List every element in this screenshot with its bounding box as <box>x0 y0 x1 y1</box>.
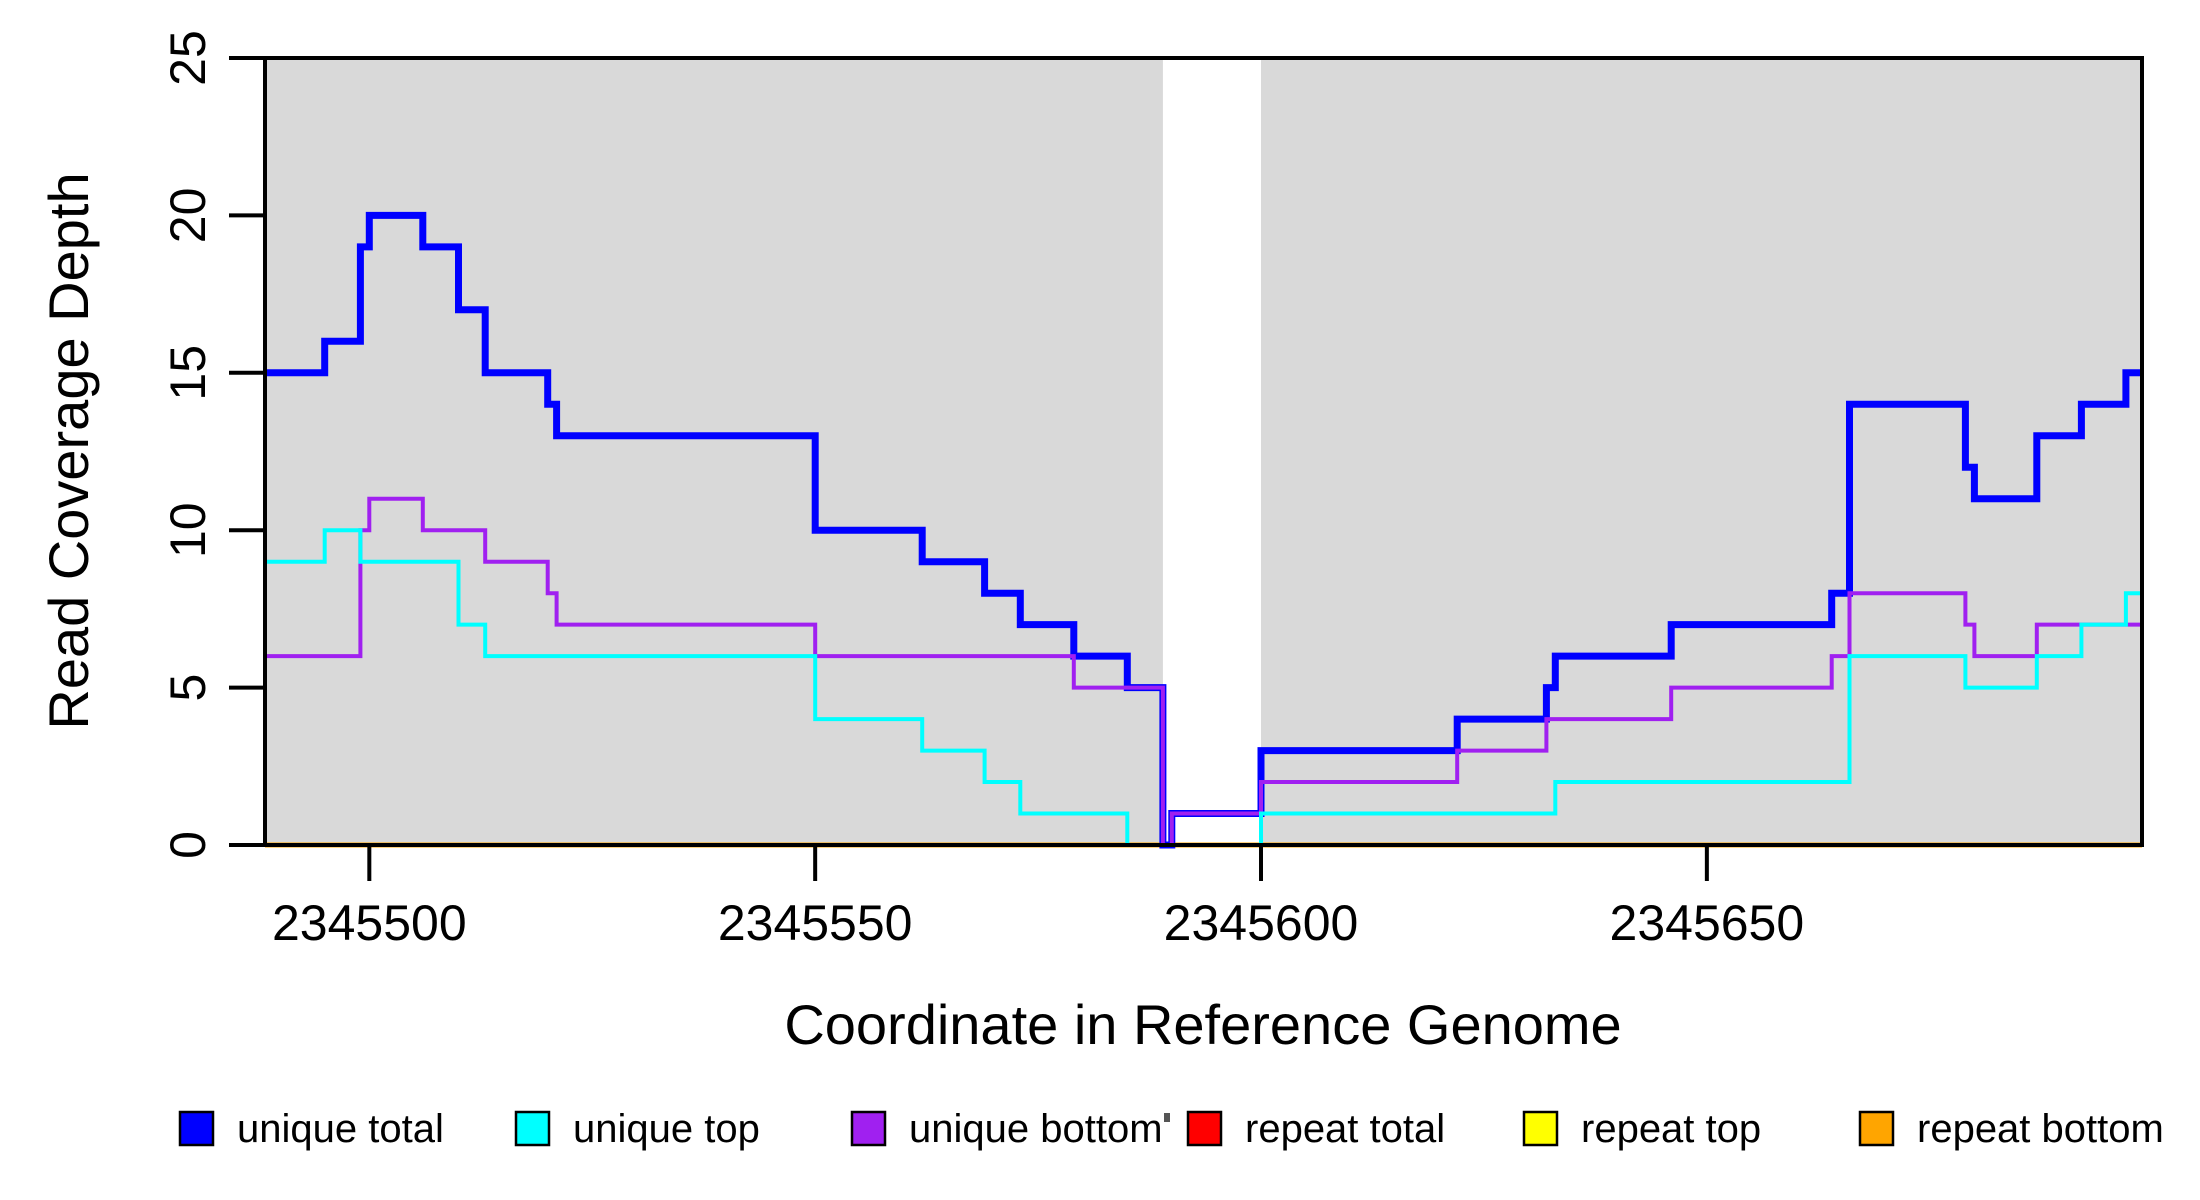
series-line-unique-bottom <box>265 496 2142 847</box>
y-tick-label: 15 <box>160 345 216 401</box>
legend-swatch-repeat-total <box>1186 1110 1223 1147</box>
x-axis-title: Coordinate in Reference Genome <box>784 993 1621 1056</box>
x-tick-label: 2345600 <box>1164 895 1359 951</box>
y-tick-label: 5 <box>160 674 216 702</box>
legend-item-unique-bottom: unique bottom <box>850 1107 1163 1151</box>
legend-label: unique total <box>237 1107 444 1151</box>
axes-layer: 2345500 2345550 2345600 2345650 0 5 10 15 20 25 <box>160 30 2144 951</box>
x-tick-label: 2345500 <box>272 895 467 951</box>
legend-swatch-repeat-bottom <box>1858 1110 1895 1147</box>
stray-mark <box>1164 1113 1170 1122</box>
y-tick-label: 25 <box>160 30 216 86</box>
legend: unique total unique top unique bottom repea… <box>178 1107 2164 1151</box>
legend-swatch-repeat-top <box>1522 1110 1559 1147</box>
y-tick-label: 0 <box>160 831 216 859</box>
legend-swatch-unique-bottom <box>850 1110 887 1147</box>
x-tick-label: 2345550 <box>718 895 913 951</box>
shaded-region <box>265 58 1163 845</box>
legend-item-repeat-bottom: repeat bottom <box>1858 1107 2164 1151</box>
y-tick-label: 20 <box>160 188 216 244</box>
y-axis-title: Read Coverage Depth <box>37 172 100 729</box>
legend-label: repeat top <box>1581 1107 1761 1151</box>
shaded-regions-layer <box>265 58 2142 845</box>
shaded-region <box>1261 58 2142 845</box>
legend-item-unique-top: unique top <box>514 1107 760 1151</box>
legend-swatch-unique-top <box>514 1110 551 1147</box>
legend-label: unique top <box>573 1107 760 1151</box>
legend-label: unique bottom <box>909 1107 1163 1151</box>
legend-item-repeat-total: repeat total <box>1186 1107 1445 1151</box>
legend-item-repeat-top: repeat top <box>1522 1107 1761 1151</box>
y-tick-label: 10 <box>160 502 216 558</box>
legend-label: repeat bottom <box>1917 1107 2164 1151</box>
legend-label: repeat total <box>1245 1107 1445 1151</box>
plot-border <box>263 56 2144 847</box>
series-line-unique-top <box>265 528 2142 847</box>
legend-swatch-unique-total <box>178 1110 215 1147</box>
legend-item-unique-total: unique total <box>178 1107 444 1151</box>
x-tick-label: 2345650 <box>1610 895 1805 951</box>
